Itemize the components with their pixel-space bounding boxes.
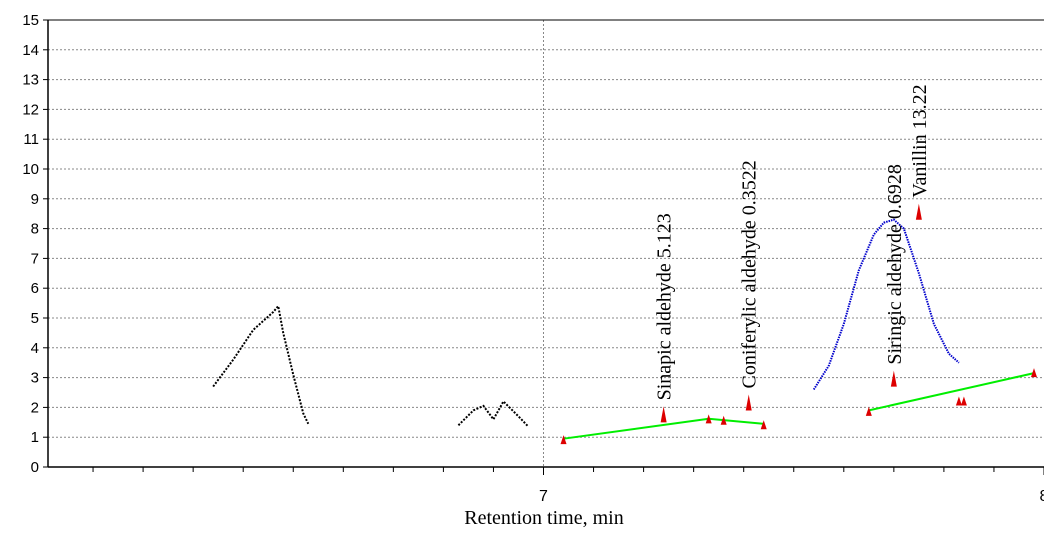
x-tick-label: 8 (1040, 488, 1044, 505)
y-tick-label: 7 (31, 250, 39, 267)
chromatogram-trace (812, 218, 960, 391)
plot-frame (47, 19, 1044, 468)
y-tick-label: 11 (23, 131, 39, 148)
y-tick-label: 5 (31, 310, 39, 327)
baseline-group (563, 372, 1035, 440)
integration-marker (720, 415, 727, 425)
trace-group (212, 218, 960, 428)
peak-apex-marker (660, 406, 667, 423)
y-tick-label: 6 (31, 280, 39, 297)
marker-group (560, 368, 1037, 445)
y-tick-label: 1 (31, 429, 39, 446)
integration-marker (960, 396, 967, 406)
integration-marker (560, 435, 567, 445)
y-tick-label: 3 (31, 370, 39, 387)
y-tick-label: 9 (31, 191, 39, 208)
integration-marker (955, 396, 962, 406)
y-tick-label: 13 (22, 72, 39, 89)
y-tick-label: 2 (31, 399, 39, 416)
peak-apex-marker (915, 203, 922, 220)
peak-apex-marker (890, 370, 897, 387)
peak-label: Coniferylic aldehyde 0.3522 (739, 160, 761, 388)
y-tick-label: 8 (31, 221, 39, 238)
peak-label: Siringic aldehyde 0.6928 (884, 164, 906, 365)
x-tick-label: 7 (539, 488, 548, 505)
peak-group: Sinapic aldehyde 5.123 Coniferylic aldehy… (654, 84, 931, 423)
chromatogram-trace (212, 303, 310, 425)
x-axis: 78 (92, 467, 1044, 505)
y-tick-label: 4 (31, 340, 39, 357)
integration-marker (865, 406, 872, 416)
x-axis-title: Retention time, min (464, 507, 623, 529)
y-tick-label: 10 (22, 161, 39, 178)
peak-apex-marker (745, 394, 752, 411)
y-tick-label: 14 (22, 42, 39, 59)
baseline-segment (868, 372, 1035, 412)
grid (48, 20, 1044, 467)
integration-marker (760, 420, 767, 430)
y-tick-label: 12 (22, 101, 39, 118)
y-tick-label: 0 (31, 459, 39, 476)
peak-label: Vanillin 13.22 (909, 84, 931, 197)
peak-label: Sinapic aldehyde 5.123 (654, 213, 676, 400)
integration-marker (705, 414, 712, 424)
y-tick-label: 15 (22, 12, 39, 29)
integration-marker (1030, 368, 1037, 378)
chromatogram-trace (457, 399, 530, 428)
